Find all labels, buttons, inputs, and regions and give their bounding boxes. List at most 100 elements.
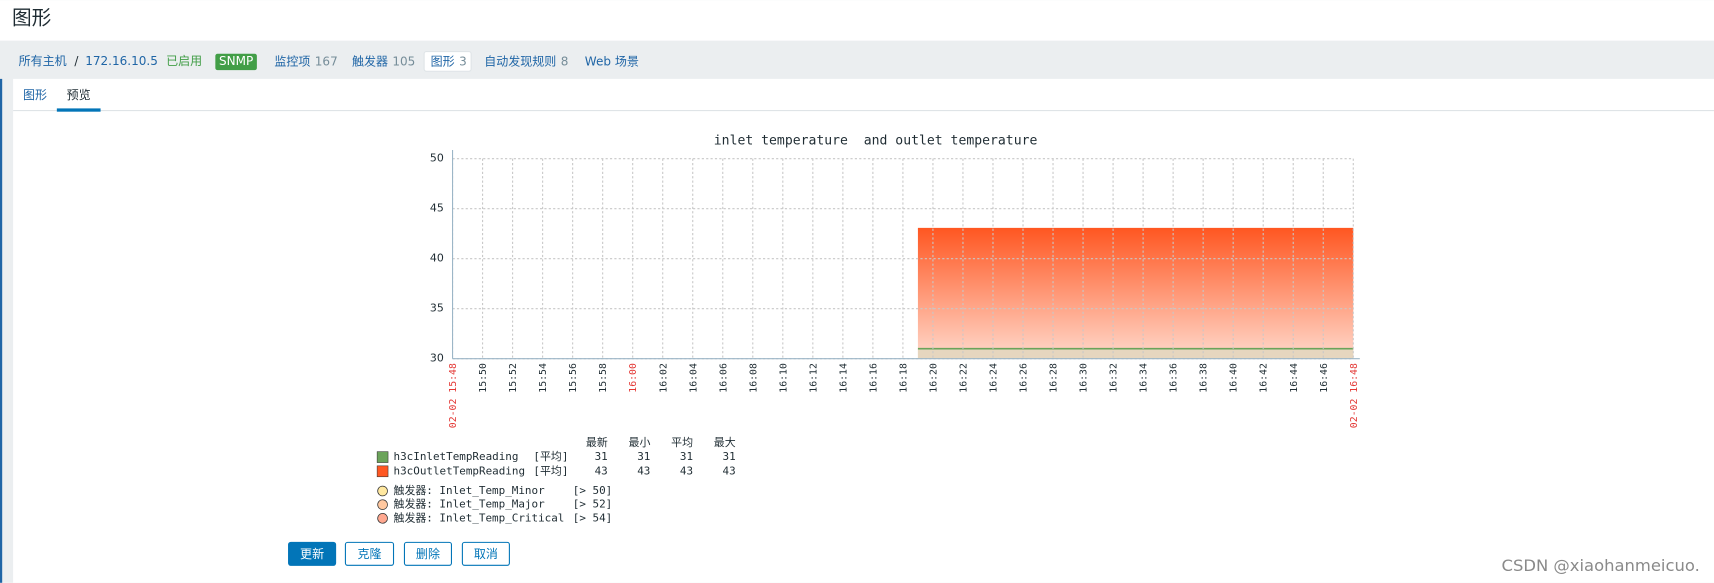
legend-header: 最小 — [629, 436, 651, 449]
x-tick-label: 16:42 — [1259, 363, 1270, 393]
link[interactable]: 所有主机 — [19, 54, 67, 68]
nav-count: 105 — [392, 54, 415, 68]
page-title: 图形 — [12, 6, 52, 29]
nav-item[interactable]: Web 场景 — [585, 54, 639, 68]
tab-underline — [56, 108, 101, 112]
x-tick-label: 16:12 — [808, 363, 819, 393]
header — [0, 0, 1714, 41]
trigger-label: 触发器: Inlet_Temp_Major — [394, 497, 546, 511]
button[interactable] — [344, 541, 395, 566]
x-tick-label: 15:50 — [478, 363, 489, 393]
legend-header: 最新 — [586, 435, 608, 449]
status[interactable]: 已启用 — [166, 54, 202, 68]
nav-item[interactable]: 自动发现规则 8 — [484, 53, 568, 68]
legend-name: h3cOutletTempReading — [394, 464, 526, 477]
x-tick-label: 16:00 — [628, 363, 639, 393]
area-fill — [917, 348, 1354, 359]
legend-header: 最大 — [714, 435, 736, 449]
x-tick-label: 16:38 — [1199, 363, 1210, 393]
button[interactable] — [461, 541, 510, 566]
x-tick-label: 15:54 — [538, 363, 549, 393]
x-tick-label: 16:26 — [1019, 363, 1030, 393]
legend-func: [平均] — [533, 464, 568, 477]
y-tick-label: 50 — [430, 152, 444, 165]
x-tick-label: 16:14 — [838, 363, 849, 393]
legend-stat: 31 — [680, 450, 693, 463]
legend-stat: 31 — [723, 450, 736, 463]
y-tick-label: 40 — [430, 252, 444, 265]
legend-stat: 43 — [723, 464, 736, 477]
legend-stat: 43 — [680, 464, 693, 477]
trigger-threshold: [> 52] — [573, 498, 612, 511]
left-edge — [0, 78, 3, 583]
badge-label: SNMP — [219, 54, 253, 68]
nav-count: 167 — [315, 54, 338, 68]
x-tick-label: 16:04 — [688, 363, 699, 393]
x-tick-label: 02-02 16:48 — [1349, 363, 1360, 428]
legend-stat: 43 — [637, 464, 650, 477]
watermark: CSDN @xiaohanmeicuo. — [1502, 556, 1700, 575]
button-label[interactable]: 取消 — [474, 547, 498, 561]
x-tick-label: 16:02 — [658, 363, 669, 393]
legend-swatch — [376, 465, 389, 478]
x-tick-label: 16:30 — [1079, 363, 1090, 393]
nav-count: 3 — [459, 54, 467, 68]
x-tick-label: 16:24 — [989, 363, 1000, 393]
legend-stat: 43 — [595, 464, 608, 477]
button-label[interactable]: 删除 — [416, 546, 440, 561]
trigger-icon — [377, 499, 388, 510]
trigger-label: 触发器: Inlet_Temp_Minor — [394, 483, 546, 497]
x-tick-label: 16:44 — [1289, 363, 1300, 393]
trigger-label: 触发器: Inlet_Temp_Critical — [394, 510, 565, 524]
button[interactable] — [403, 541, 453, 566]
nav-item[interactable]: 图形 3 — [431, 54, 467, 68]
x-tick-label: 16:34 — [1139, 363, 1150, 393]
x-tick-label: 15:56 — [568, 363, 579, 393]
nav-active — [423, 51, 472, 72]
nav-item[interactable]: 监控项 167 — [274, 54, 337, 68]
x-tick-label: 16:20 — [928, 363, 939, 393]
x-tick-label: 16:32 — [1109, 363, 1120, 393]
x-tick-label: 16:10 — [778, 363, 789, 393]
tab[interactable]: 预览 — [67, 87, 91, 102]
nav-label: 自动发现规则 — [484, 53, 556, 68]
x-tick-label: 16:28 — [1049, 363, 1060, 393]
trigger-icon — [377, 485, 388, 497]
button[interactable] — [288, 541, 337, 566]
nav-label: 触发器 — [352, 53, 388, 68]
tab[interactable]: 图形 — [23, 88, 47, 102]
x-tick-label: 16:18 — [898, 363, 909, 393]
x-tick-label: 15:52 — [508, 363, 519, 393]
legend-swatch — [376, 451, 389, 463]
y-tick-label: 35 — [430, 302, 444, 315]
x-tick-label: 16:08 — [748, 363, 759, 393]
trigger-threshold: [> 54] — [573, 511, 612, 524]
nav-label: 图形 — [431, 54, 455, 68]
nav-item[interactable]: 触发器 105 — [352, 53, 415, 68]
link[interactable]: 172.16.10.5 — [85, 54, 158, 68]
y-tick-label: 30 — [430, 352, 444, 365]
nav-label: 监控项 — [274, 54, 310, 68]
x-tick-label: 16:22 — [959, 363, 970, 393]
legend-header: 平均 — [671, 436, 693, 449]
trigger-threshold: [> 50] — [573, 484, 612, 497]
button-label[interactable]: 更新 — [300, 546, 324, 561]
legend-func: [平均] — [533, 450, 568, 463]
legend-stat: 31 — [595, 450, 608, 463]
separator: / — [74, 54, 79, 68]
legend-stat: 31 — [637, 450, 650, 463]
button-label[interactable]: 克隆 — [357, 546, 381, 561]
area-fill — [917, 228, 1354, 359]
y-tick-label: 45 — [430, 202, 444, 215]
nav-count: 8 — [561, 54, 569, 68]
trigger-icon — [377, 513, 388, 524]
x-tick-label: 15:58 — [598, 363, 609, 393]
x-tick-label: 16:36 — [1169, 363, 1180, 393]
chart-title: inlet temperature and outlet temperature — [714, 134, 1038, 149]
x-tick-label: 02-02 15:48 — [448, 363, 459, 428]
x-tick-label: 16:16 — [868, 363, 879, 393]
badge — [215, 53, 257, 71]
x-tick-label: 16:46 — [1319, 363, 1330, 393]
